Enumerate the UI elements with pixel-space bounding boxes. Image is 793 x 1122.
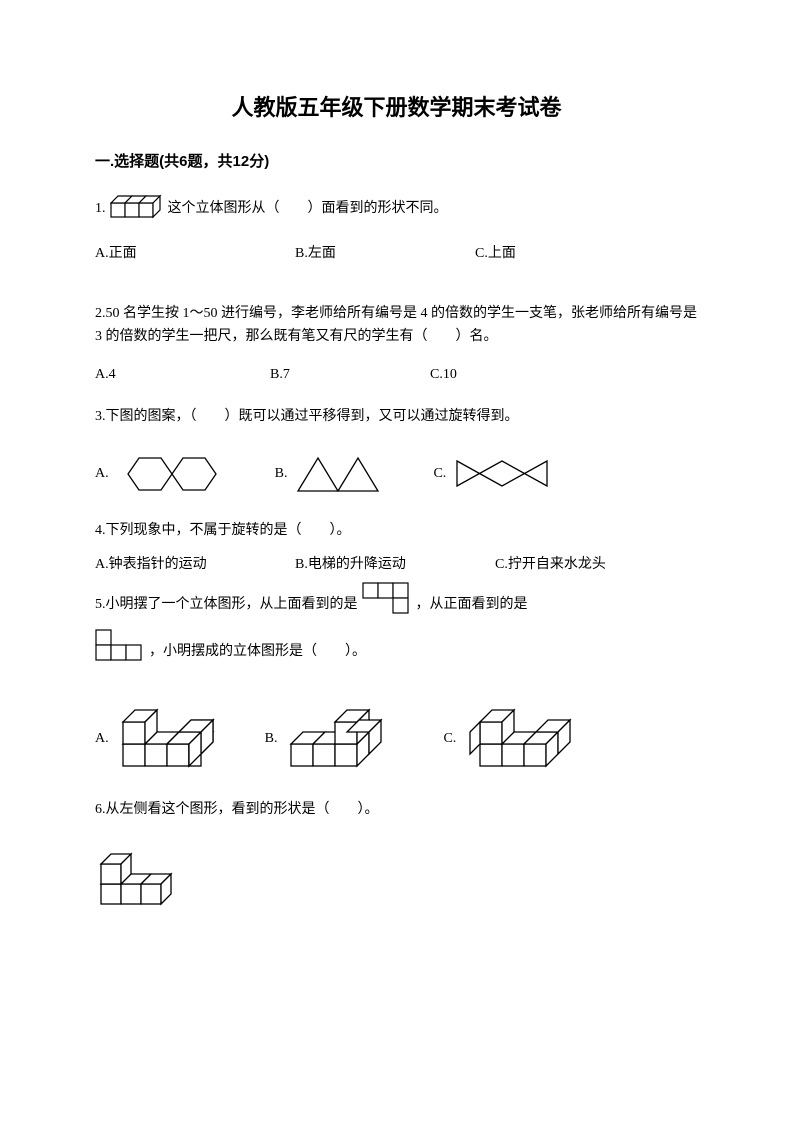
q1-option-a: A.正面 (95, 242, 295, 266)
q1-figure (110, 189, 168, 228)
q3-option-c: C. (433, 456, 552, 492)
q5-text3: ，小明摆成的立体图形是（ ）。 (149, 637, 366, 668)
q6-figure (95, 850, 185, 910)
q5-option-b: B. (265, 704, 404, 774)
question-2: 2.50 名学生按 1～50 进行编号，李老师给所有编号是 4 的倍数的学生一支… (95, 302, 698, 387)
q1-option-b: B.左面 (295, 242, 475, 266)
q3-option-a: A. (95, 453, 225, 495)
question-4: 4.下列现象中，不属于旋转的是（ ）。 A.钟表指针的运动 B.电梯的升降运动 … (95, 519, 698, 577)
q4-option-b: B.电梯的升降运动 (295, 553, 495, 577)
q1-number: 1. (95, 197, 106, 221)
q5-text1: 5.小明摆了一个立体图形，从上面看到的是 (95, 590, 358, 621)
q1-option-c: C.上面 (475, 242, 655, 266)
q3-text: 3.下图的图案，（ ）既可以通过平移得到，又可以通过旋转得到。 (95, 405, 698, 429)
q5-front-view (95, 629, 145, 676)
q5-fig-a (115, 704, 225, 774)
q2-option-a: A.4 (95, 363, 270, 387)
q5-fig-c (462, 704, 592, 774)
question-5: 5.小明摆了一个立体图形，从上面看到的是 ，从正面看到的是 ，小明摆成的立体图形… (95, 582, 698, 774)
q6-text: 6.从左侧看这个图形，看到的形状是（ ）。 (95, 798, 698, 822)
q4-option-a: A.钟表指针的运动 (95, 553, 295, 577)
q5-top-view (362, 582, 412, 629)
hexagons-icon (115, 453, 225, 495)
question-3: 3.下图的图案，（ ）既可以通过平移得到，又可以通过旋转得到。 A. B. C. (95, 405, 698, 495)
q2-option-b: B.7 (270, 363, 430, 387)
q5-option-c: C. (443, 704, 592, 774)
q5-option-a: A. (95, 704, 225, 774)
q4-option-c: C.拧开自来水龙头 (495, 553, 675, 577)
section-1-header: 一.选择题(共6题，共12分) (95, 150, 698, 171)
question-1: 1. 这个立体图形从（ ）面看到的形状不同。 A.正面 B.左面 C.上面 (95, 189, 698, 266)
q1-text: 这个立体图形从（ ）面看到的形状不同。 (168, 197, 448, 221)
q5-fig-b (283, 704, 403, 774)
q5-text2: ，从正面看到的是 (416, 590, 528, 621)
bowtie-icon (452, 456, 552, 492)
question-6: 6.从左侧看这个图形，看到的形状是（ ）。 (95, 798, 698, 919)
q2-text: 2.50 名学生按 1～50 进行编号，李老师给所有编号是 4 的倍数的学生一支… (95, 302, 698, 350)
q4-text: 4.下列现象中，不属于旋转的是（ ）。 (95, 519, 698, 543)
q2-option-c: C.10 (430, 363, 590, 387)
q3-option-b: B. (275, 453, 384, 495)
triangles-icon (293, 453, 383, 495)
page-title: 人教版五年级下册数学期末考试卷 (95, 90, 698, 122)
